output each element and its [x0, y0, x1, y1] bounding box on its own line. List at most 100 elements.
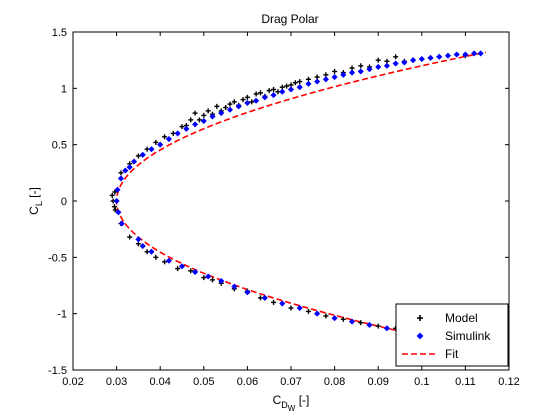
- simulink-point: [115, 209, 122, 216]
- model-point: [210, 277, 216, 283]
- x-axis-label-sub: D: [281, 400, 288, 410]
- legend-label-simulink: Simulink: [445, 329, 491, 343]
- simulink-point: [427, 54, 434, 62]
- model-point: [118, 170, 124, 176]
- simulink-point: [477, 50, 484, 57]
- simulink-point: [279, 300, 286, 307]
- y-axis-label-main: C: [27, 206, 41, 215]
- model-point: [214, 103, 220, 109]
- model-point: [375, 323, 381, 329]
- simulink-point: [139, 151, 146, 158]
- model-point: [153, 254, 159, 260]
- simulink-point: [209, 113, 216, 120]
- simulink-point: [453, 51, 460, 58]
- simulink-point: [470, 50, 478, 57]
- simulink-point: [191, 268, 199, 276]
- simulink-point: [165, 135, 173, 143]
- simulink-point: [122, 167, 129, 174]
- model-point: [196, 117, 202, 123]
- x-tick-label: 0.12: [498, 376, 519, 388]
- model-point: [153, 139, 159, 145]
- simulink-point: [244, 289, 251, 296]
- legend-label-model: Model: [445, 311, 478, 325]
- simulink-point: [139, 242, 146, 250]
- model-point: [244, 94, 250, 100]
- simulink-point: [226, 106, 234, 113]
- x-tick-label: 0.06: [237, 376, 258, 388]
- x-tick-label: 0.1: [414, 376, 429, 388]
- simulink-point: [114, 186, 121, 193]
- model-point: [375, 57, 381, 63]
- simulink-point: [235, 103, 242, 110]
- simulink-point: [126, 164, 133, 171]
- y-tick-label: 1.5: [52, 27, 67, 39]
- simulink-point: [165, 257, 173, 264]
- simulink-point: [331, 315, 338, 322]
- simulink-point: [270, 91, 277, 99]
- simulink-point: [340, 71, 347, 78]
- simulink-point: [231, 283, 238, 290]
- legend-entry-fit: Fit: [402, 347, 459, 361]
- simulink-point: [279, 88, 286, 95]
- chart-title: Drag Polar: [261, 12, 318, 26]
- fit-curve: [115, 51, 486, 337]
- simulink-point: [261, 294, 268, 302]
- model-point: [271, 299, 277, 305]
- x-tick-label: 0.02: [62, 376, 83, 388]
- fit-series: [115, 51, 486, 337]
- model-point: [135, 153, 141, 159]
- simulink-point: [375, 63, 382, 71]
- model-point: [127, 234, 133, 240]
- simulink-point: [296, 304, 303, 312]
- x-tick-label: 0.07: [280, 376, 301, 388]
- simulink-point: [113, 197, 120, 205]
- model-point: [288, 305, 294, 311]
- simulink-point: [348, 69, 356, 76]
- simulink-point: [357, 68, 364, 75]
- model-point: [292, 80, 298, 86]
- legend-entry-model: Model: [417, 311, 478, 325]
- simulink-point: [183, 125, 190, 133]
- simulink-point: [218, 109, 225, 117]
- x-tick-label: 0.05: [193, 376, 214, 388]
- model-point: [271, 86, 277, 92]
- simulink-point: [118, 220, 125, 227]
- y-axis-label-sub: L: [34, 201, 44, 206]
- model-point: [201, 112, 207, 118]
- simulink-point: [191, 121, 199, 128]
- model-point: [205, 108, 211, 114]
- simulink-point: [401, 59, 408, 66]
- simulink-point: [205, 273, 212, 280]
- model-point: [257, 90, 263, 96]
- model-point: [192, 110, 198, 116]
- simulink-point: [383, 62, 391, 69]
- simulink-point: [444, 52, 452, 59]
- model-point: [332, 68, 338, 74]
- simulink-point: [409, 57, 417, 64]
- simulink-point: [200, 117, 207, 125]
- simulink-point: [418, 55, 425, 63]
- model-point: [227, 101, 233, 107]
- simulink-point: [296, 84, 303, 91]
- x-tick-label: 0.09: [367, 376, 388, 388]
- simulink-point: [157, 141, 164, 148]
- simulink-point: [322, 76, 330, 83]
- y-tick-label: -1.5: [48, 365, 67, 377]
- legend-entry-simulink: Simulink: [416, 329, 491, 343]
- model-point: [231, 99, 237, 105]
- y-tick-label: 0.5: [52, 140, 67, 152]
- model-point: [175, 266, 181, 272]
- simulink-point: [392, 60, 399, 67]
- model-point: [112, 189, 118, 195]
- model-point: [112, 207, 118, 213]
- y-tick-label: -0.5: [48, 252, 67, 264]
- model-point: [188, 117, 194, 123]
- model-point: [162, 134, 168, 140]
- model-point: [162, 259, 168, 265]
- model-point: [358, 63, 364, 69]
- x-tick-label: 0.03: [106, 376, 127, 388]
- simulink-point: [261, 94, 268, 101]
- simulink-point: [252, 97, 260, 104]
- simulink-point: [348, 318, 356, 325]
